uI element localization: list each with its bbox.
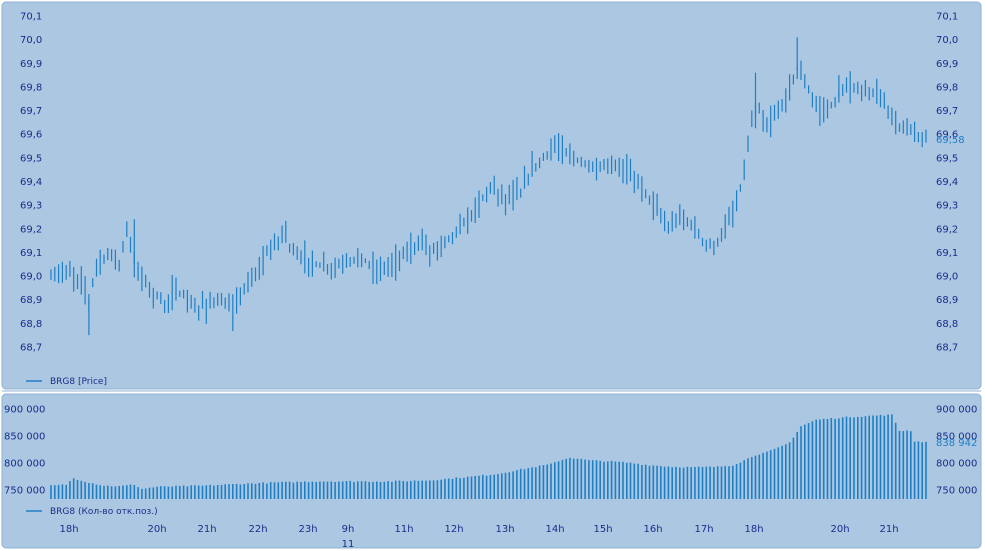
x-tick-label: 20h (147, 524, 166, 535)
price-tick-left: 70,1 (20, 12, 42, 23)
volume-tick-right: 750 000 (936, 486, 977, 497)
price-tick-right: 68,9 (936, 295, 958, 306)
x-tick-label: 22h (248, 524, 267, 535)
x-tick-label: 18h (744, 524, 763, 535)
volume-y-axis-right: 750 000 800 000 850 000 900 000 (936, 405, 977, 497)
volume-tick-left: 850 000 (4, 432, 45, 443)
volume-legend-label: BRG8 (Кол-во отк.поз.) (50, 507, 158, 517)
price-tick-right: 69,5 (936, 153, 958, 164)
price-tick-right: 69,6 (936, 130, 958, 141)
price-panel-background (1, 1, 982, 390)
volume-tick-right: 900 000 (936, 405, 977, 416)
price-tick-right: 69,7 (936, 106, 958, 117)
x-tick-label: 11h (394, 524, 413, 535)
price-tick-right: 69,3 (936, 201, 958, 212)
volume-tick-right: 850 000 (936, 432, 977, 443)
price-tick-left: 69,4 (20, 177, 42, 188)
x-tick-label: 18h (59, 524, 78, 535)
price-tick-left: 69,6 (20, 130, 42, 141)
price-last-value-label: 69,58 (936, 135, 965, 146)
price-tick-right: 69,2 (936, 224, 958, 235)
volume-last-value-label: 838 942 (936, 438, 977, 449)
volume-tick-left: 800 000 (4, 459, 45, 470)
x-tick-label: 14h (545, 524, 564, 535)
price-tick-right: 68,7 (936, 343, 958, 354)
open-positions-panel: 750 000 800 000 850 000 900 000 750 000 800 … (1, 393, 982, 550)
price-panel: 68,7 68,8 68,9 69,0 69,1 69,2 69,3 69,4 69,5 69,6… (1, 1, 982, 390)
volume-tick-left: 900 000 (4, 405, 45, 416)
volume-panel-background (1, 393, 982, 549)
x-tick-label: 9h (342, 524, 355, 535)
price-tick-right: 69,8 (936, 82, 958, 93)
price-tick-right: 70,0 (936, 35, 958, 46)
price-y-axis-left: 68,7 68,8 68,9 69,0 69,1 69,2 69,3 69,4 69,5 69,6… (20, 12, 42, 354)
x-tick-label: 23h (298, 524, 317, 535)
price-tick-right: 69,4 (936, 177, 958, 188)
x-tick-label: 15h (593, 524, 612, 535)
time-x-axis: 18h 20h 21h 22h 23h 9h 11h 12h 13h 14h 15h 16h 17h 18… (59, 524, 898, 550)
x-tick-label: 13h (495, 524, 514, 535)
price-tick-right: 69,1 (936, 248, 958, 259)
x-date-label: 11 (342, 539, 355, 550)
price-tick-left: 69,2 (20, 224, 42, 235)
volume-tick-left: 750 000 (4, 486, 45, 497)
x-tick-label: 21h (197, 524, 216, 535)
x-tick-label: 21h (879, 524, 898, 535)
price-tick-left: 69,9 (20, 59, 42, 70)
open-positions-bar-series (50, 414, 927, 499)
price-tick-left: 69,7 (20, 106, 42, 117)
price-y-axis-right: 68,7 68,8 68,9 69,0 69,1 69,2 69,3 69,4 69,5 69,6… (936, 12, 958, 354)
price-tick-left: 69,5 (20, 153, 42, 164)
price-tick-right: 70,1 (936, 12, 958, 23)
x-tick-label: 12h (444, 524, 463, 535)
price-tick-left: 68,8 (20, 319, 42, 330)
price-tick-right: 69,0 (936, 272, 958, 283)
price-tick-left: 68,7 (20, 343, 42, 354)
price-tick-left: 69,1 (20, 248, 42, 259)
x-tick-label: 20h (830, 524, 849, 535)
volume-y-axis-left: 750 000 800 000 850 000 900 000 (4, 405, 45, 497)
price-tick-right: 68,8 (936, 319, 958, 330)
price-ohlc-series (50, 37, 927, 336)
price-tick-left: 68,9 (20, 295, 42, 306)
x-tick-label: 17h (694, 524, 713, 535)
x-tick-label: 16h (643, 524, 662, 535)
price-tick-left: 69,8 (20, 82, 42, 93)
price-tick-right: 69,9 (936, 59, 958, 70)
volume-tick-right: 800 000 (936, 459, 977, 470)
price-tick-left: 69,0 (20, 272, 42, 283)
price-tick-left: 70,0 (20, 35, 42, 46)
price-tick-left: 69,3 (20, 201, 42, 212)
price-legend-label: BRG8 [Price] (50, 377, 107, 387)
